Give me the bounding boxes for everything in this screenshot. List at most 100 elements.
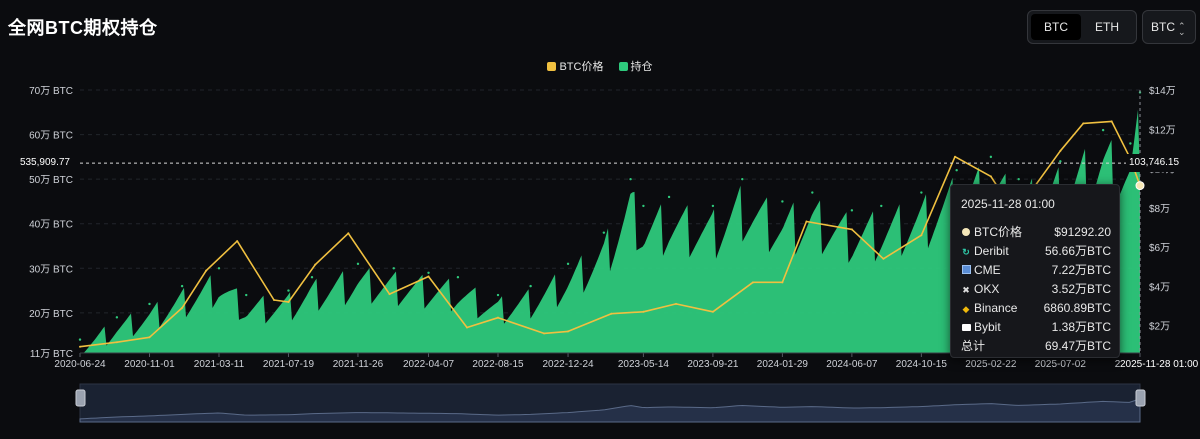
tooltip-label: Bybit [974,320,1001,334]
oi-point [1059,160,1062,163]
x-tick-label: 2022-04-07 [403,359,455,370]
price-point [497,316,500,319]
navigator-series [79,397,1141,423]
oi-point [392,267,395,270]
oi-point [427,271,430,274]
x-tick-label: 2020-06-24 [54,359,106,370]
x-tick-label: 2021-11-26 [333,359,384,370]
tooltip-value: 7.22万BTC [1051,263,1111,277]
price-point [920,234,923,237]
price-point [675,302,678,305]
oi-point [667,195,671,199]
price-point [610,312,613,315]
tooltip-label: OKX [974,282,1000,296]
tooltip-row-okx: ✖ OKX 3.52万BTC [961,280,1111,298]
price-point [805,220,808,223]
tooltip-label: Deribit [974,244,1009,258]
price-point [287,300,290,303]
price-point [427,275,430,278]
tooltip-label: Binance [974,301,1018,315]
price-point [850,228,853,231]
tooltip-row-bybit: Bybit 1.38万BTC [961,318,1111,336]
x-tick-label: 2021-07-19 [263,359,315,370]
tooltip-value: 6860.89BTC [1043,301,1111,315]
legend-item-oi[interactable]: 持仓 [618,58,653,74]
tooltip-value: 1.38万BTC [1051,320,1111,334]
price-point [954,155,957,158]
page-title: 全网BTC期权持仓 [8,18,158,38]
legend-item-price[interactable]: BTC价格 [547,58,603,74]
oi-point [642,204,645,208]
oi-point [741,177,744,181]
price-point [236,240,239,243]
tooltip: 2025-11-28 01:00 BTC价格 $91292.20 ↻ Deribi… [950,184,1120,358]
tooltip-label: CME [974,263,1001,277]
x-tick-label: 2025-07-02 [1035,359,1087,370]
x-tick-label: 2022-08-15 [472,359,524,370]
oi-point [602,231,606,234]
oi-point [850,209,854,212]
price-marker [1135,181,1145,191]
price-point [314,263,317,266]
y-left-tick-label: 20万 BTC [29,309,73,320]
oi-point [287,289,290,292]
y-right-tick-label: $2万 [1149,322,1170,333]
price-point [1110,120,1113,123]
y-left-tick-label: 60万 BTC [29,131,73,142]
tooltip-row-cme: CME 7.22万BTC [961,261,1111,279]
price-point [148,336,151,339]
navigator-handle-right[interactable] [1135,389,1146,407]
oi-point [781,200,784,203]
legend-label-oi: 持仓 [630,61,653,73]
y-right-tick-label: $8万 [1149,204,1170,215]
oi-point [1129,142,1132,145]
tab-eth[interactable]: ETH [1095,20,1119,34]
x-tick-label: 2020-11-01 [124,359,175,370]
y-right-tick-label: $12万 [1149,125,1176,136]
y-left-tick-label: 40万 BTC [29,220,73,231]
price-point [347,232,350,235]
navigator-handle-left[interactable] [75,389,86,407]
chart-legend: BTC价格 持仓 [0,58,1200,74]
price-point [542,332,545,335]
x-tick-label: 2024-10-15 [896,359,948,370]
x-tick-label: 2021-03-11 [194,359,245,370]
binance-icon: ◆ [962,304,970,314]
x-tick-label: 2023-05-14 [618,359,670,370]
oi-point [811,191,814,194]
y-left-tick-label: 50万 BTC [29,175,73,186]
oi-point [629,177,632,181]
oi-point [115,316,119,319]
price-point [466,326,469,329]
oi-point [955,169,958,172]
oi-point [356,262,360,266]
oi-area [80,109,1140,353]
x-tick-label: 2024-06-07 [826,359,878,370]
tooltip-value: $91292.20 [1054,225,1111,239]
oi-point [566,262,570,266]
oi-point [529,284,532,288]
price-point [1082,122,1085,125]
oi-point [310,276,314,279]
tab-btc[interactable]: BTC [1031,14,1081,40]
price-point [79,345,81,348]
price-point [181,306,184,309]
tooltip-value: 69.47万BTC [1044,339,1111,353]
deribit-icon: ↻ [962,247,970,257]
coin-select[interactable]: BTC ⌃ ⌄ [1142,10,1196,44]
asset-toggle: BTC ETH [1027,10,1137,44]
y-right-tick-label: $6万 [1149,243,1170,254]
y-right-tick-label: $14万 [1149,86,1176,97]
price-point [388,293,391,296]
cme-icon [961,262,971,280]
x-tick-label: 2022-12-24 [542,359,594,370]
legend-swatch-price [547,62,557,71]
tooltip-label: BTC价格 [974,225,1023,239]
tooltip-value: 3.52万BTC [1051,282,1111,296]
oi-point [1017,177,1020,181]
x-tick-label: 2023-09-21 [687,359,739,370]
tooltip-label: 总计 [961,339,986,353]
legend-swatch-oi [618,62,628,71]
crosshair-x-label: 2025-11-28 01:00 [1120,357,1200,373]
